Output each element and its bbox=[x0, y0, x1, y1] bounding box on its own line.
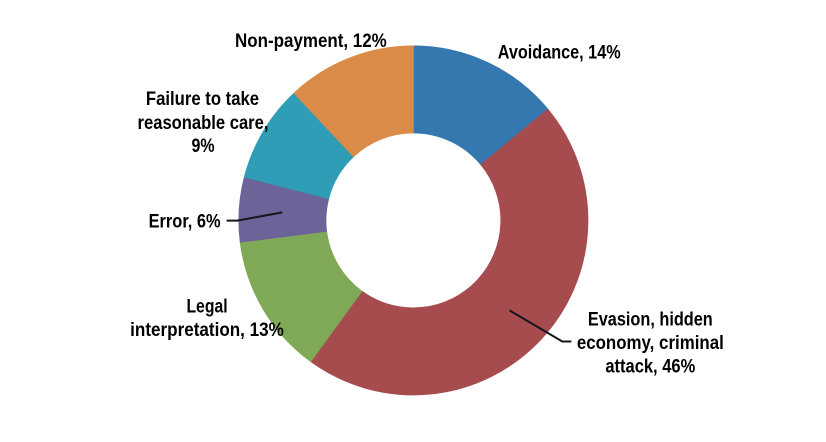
svg-text:attack, 46%: attack, 46% bbox=[605, 355, 695, 376]
svg-text:Avoidance, 14%: Avoidance, 14% bbox=[498, 41, 621, 63]
svg-text:Error, 6%: Error, 6% bbox=[149, 210, 221, 231]
svg-text:interpretation, 13%: interpretation, 13% bbox=[130, 319, 284, 340]
svg-text:Legal: Legal bbox=[186, 295, 227, 317]
svg-text:Failure to take: Failure to take bbox=[146, 88, 259, 109]
svg-text:reasonable care,: reasonable care, bbox=[138, 112, 269, 133]
svg-text:Non-payment, 12%: Non-payment, 12% bbox=[235, 30, 387, 51]
svg-text:economy, criminal: economy, criminal bbox=[577, 332, 724, 353]
svg-text:9%: 9% bbox=[191, 135, 214, 157]
svg-text:Evasion, hidden: Evasion, hidden bbox=[588, 308, 713, 329]
